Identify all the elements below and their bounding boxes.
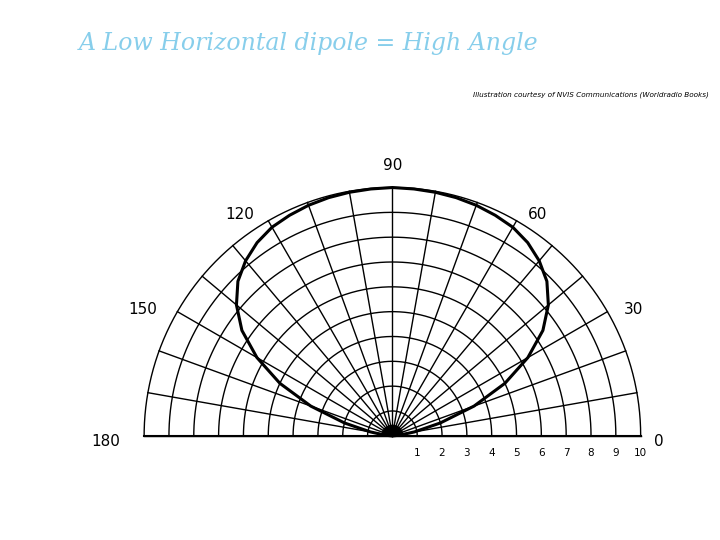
Text: 30: 30: [624, 302, 643, 317]
Text: 10: 10: [634, 448, 647, 458]
Text: 180: 180: [91, 434, 120, 449]
Text: 3: 3: [464, 448, 470, 458]
Text: 2: 2: [438, 448, 446, 458]
Text: 60: 60: [528, 207, 547, 222]
Text: 4: 4: [488, 448, 495, 458]
Polygon shape: [382, 426, 402, 436]
Text: 150: 150: [129, 302, 158, 317]
Text: 9: 9: [613, 448, 619, 458]
Text: 120: 120: [226, 207, 255, 222]
Text: 90: 90: [383, 158, 402, 173]
Text: A Low Horizontal dipole = High Angle: A Low Horizontal dipole = High Angle: [79, 32, 539, 55]
Text: 7: 7: [563, 448, 570, 458]
Text: 6: 6: [538, 448, 544, 458]
Text: 1: 1: [414, 448, 420, 458]
Text: 8: 8: [588, 448, 594, 458]
Text: Illustration courtesy of NVIS Communications (Worldradio Books): Illustration courtesy of NVIS Communicat…: [473, 91, 709, 98]
Text: 0: 0: [654, 434, 664, 449]
Text: 5: 5: [513, 448, 520, 458]
